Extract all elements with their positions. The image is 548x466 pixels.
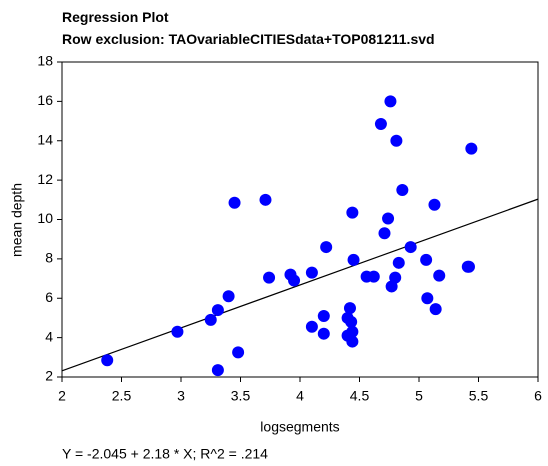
y-tick-label: 2 — [45, 368, 53, 384]
chart-subtitle: Row exclusion: TAOvariableCITIESdata+TOP… — [62, 31, 435, 47]
data-point — [404, 241, 417, 254]
data-point — [384, 95, 397, 108]
data-point — [343, 302, 356, 315]
data-point — [317, 309, 330, 322]
x-tick-label: 4.5 — [350, 388, 370, 404]
data-point — [396, 183, 409, 196]
y-tick-label: 14 — [37, 131, 53, 147]
chart-title: Regression Plot — [62, 9, 169, 25]
plot-frame — [61, 61, 539, 378]
data-point — [346, 325, 359, 338]
y-tick-label: 6 — [45, 289, 53, 305]
data-point — [317, 327, 330, 340]
data-point — [392, 256, 405, 269]
y-tick-label: 12 — [37, 171, 53, 187]
data-point — [390, 134, 403, 147]
data-point — [421, 292, 434, 305]
y-tick-label: 8 — [45, 250, 53, 266]
regression-line — [61, 198, 539, 372]
x-tick-label: 2.5 — [112, 388, 132, 404]
x-tick-label: 2 — [58, 388, 66, 404]
data-point — [382, 212, 395, 225]
y-axis-label: mean depth — [9, 183, 25, 257]
data-point — [389, 271, 402, 284]
x-tick-label: 5.5 — [469, 388, 489, 404]
data-point — [347, 253, 360, 266]
data-point — [211, 364, 224, 377]
y-tick-label: 18 — [37, 53, 53, 69]
data-point — [305, 320, 318, 333]
data-point — [374, 118, 387, 131]
data-point — [288, 274, 301, 287]
x-tick-label: 3 — [177, 388, 185, 404]
y-tick-label: 10 — [37, 210, 53, 226]
data-point — [305, 266, 318, 279]
data-point — [204, 313, 217, 326]
data-point — [346, 335, 359, 348]
data-point — [367, 270, 380, 283]
data-point — [345, 315, 358, 328]
data-point — [429, 303, 442, 316]
data-point — [428, 198, 441, 211]
data-point — [259, 193, 272, 206]
data-point — [465, 142, 478, 155]
data-point — [222, 290, 235, 303]
data-point — [346, 206, 359, 219]
x-tick-label: 3.5 — [231, 388, 251, 404]
data-point — [378, 227, 391, 240]
x-tick-label: 5 — [415, 388, 423, 404]
data-point — [462, 260, 475, 273]
x-axis-label: logsegments — [260, 419, 339, 435]
data-point — [232, 346, 245, 359]
x-tick-label: 6 — [534, 388, 542, 404]
data-point — [433, 269, 446, 282]
y-tick-label: 4 — [45, 328, 53, 344]
regression-equation: Y = -2.045 + 2.18 * X; R^2 = .214 — [62, 446, 268, 462]
data-point — [228, 196, 241, 209]
data-point — [320, 241, 333, 254]
data-point — [211, 304, 224, 317]
data-point — [101, 354, 114, 367]
y-tick-label: 16 — [37, 92, 53, 108]
x-tick-label: 4 — [296, 388, 304, 404]
data-point — [171, 325, 184, 338]
data-point — [263, 271, 276, 284]
data-point — [420, 253, 433, 266]
